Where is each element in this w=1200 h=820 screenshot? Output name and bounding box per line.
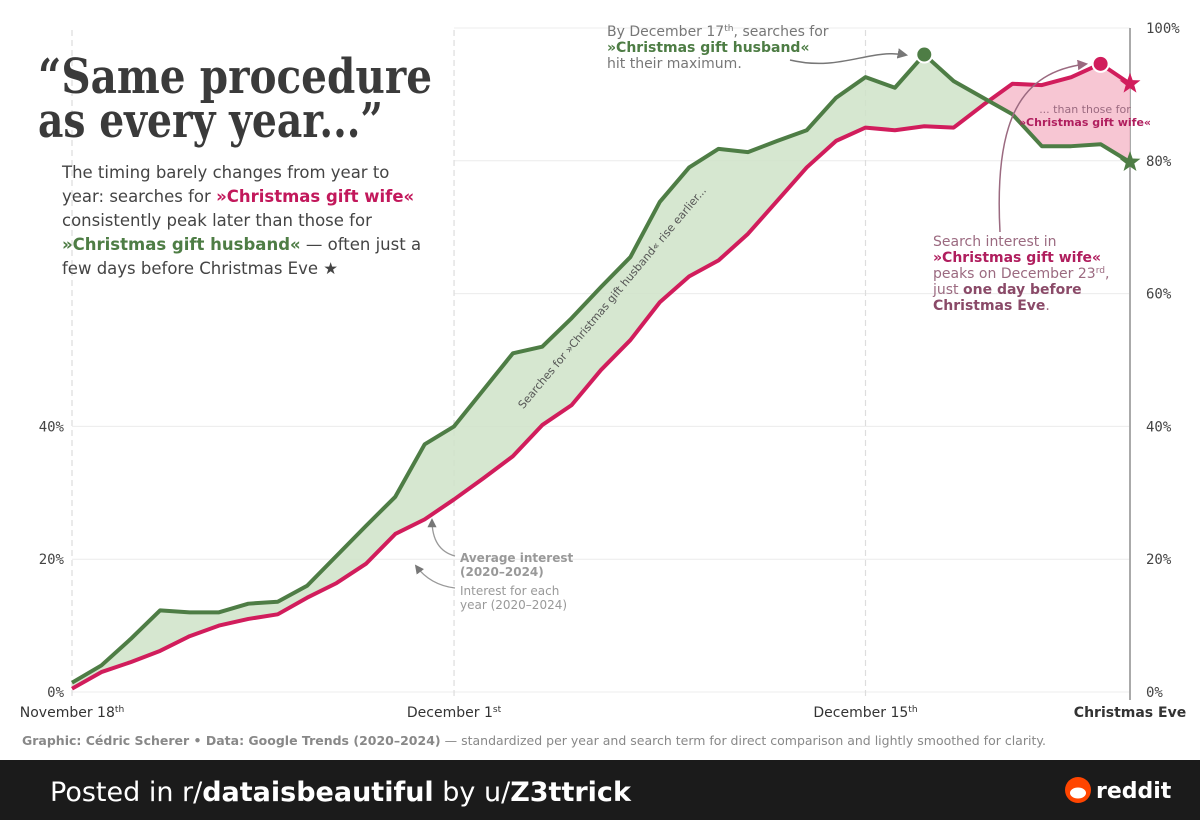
text-segment: — often just a <box>301 235 421 254</box>
x-tick-text: December 15 <box>813 705 908 721</box>
average-line <box>71 61 1132 691</box>
text-segment: The timing barely changes from year to <box>61 163 389 182</box>
text-segment: year (2020–2024) <box>460 598 567 612</box>
y-tick-label-left: 20% <box>39 552 65 568</box>
text-segment: — standardized per year and search term … <box>441 733 1046 748</box>
text-segment: Search interest in <box>933 234 1056 250</box>
peak-marker <box>1091 54 1110 73</box>
average-line <box>70 52 1132 685</box>
text-segment: (2020–2024) <box>460 565 544 579</box>
text-segment: »Christmas gift husband« <box>607 40 810 56</box>
text-segment: ... than those for <box>1039 103 1131 116</box>
text-line: hit their maximum. <box>607 56 742 72</box>
x-tick-text: Christmas Eve <box>1074 705 1186 721</box>
text-line: ... than those for <box>1039 103 1131 116</box>
x-tick-label: December 1st <box>407 705 502 721</box>
peak-marker <box>915 45 934 64</box>
christmas-eve-star <box>1119 72 1141 93</box>
text-line: year (2020–2024) <box>460 598 567 612</box>
text-segment: Posted in r/ <box>50 777 203 808</box>
y-tick-label-right: 0% <box>1146 685 1163 701</box>
x-tick-text: December 1 <box>407 705 493 721</box>
text-line: (2020–2024) <box>460 565 544 579</box>
y-tick-label-right: 60% <box>1146 287 1172 303</box>
text-line: Posted in r/dataisbeautiful by u/Z3ttric… <box>50 777 632 808</box>
x-tick-label: December 15th <box>813 705 917 721</box>
text-line: few days before Christmas Eve ★ <box>62 259 338 278</box>
text-segment: dataisbeautiful <box>202 777 433 808</box>
y-tick-label-left: 40% <box>39 419 65 435</box>
title: “Same procedure <box>38 49 432 105</box>
text-segment: »Christmas gift wife« <box>1019 116 1151 129</box>
text-segment: Z3ttrick <box>510 777 632 808</box>
y-tick-label-right: 20% <box>1146 552 1172 568</box>
text-segment: just <box>932 282 963 298</box>
text-segment: year: searches for <box>62 187 216 206</box>
text-line: Average interest <box>460 551 573 565</box>
text-line: just one day before <box>932 282 1082 298</box>
text-segment: . <box>1045 298 1049 314</box>
text-segment: by u/ <box>434 777 511 808</box>
y-tick-label-right: 100% <box>1146 21 1180 37</box>
text-segment: peaks on December 23 <box>933 266 1096 282</box>
text-line: Graphic: Cédric Scherer • Data: Google T… <box>22 733 1046 748</box>
text-segment: rd <box>1096 266 1105 276</box>
text-segment: , searches for <box>734 24 829 40</box>
text-line: Search interest in <box>933 234 1056 250</box>
text-segment: , <box>1105 266 1109 282</box>
x-tick-sup: th <box>908 705 917 715</box>
text-line: »Christmas gift wife« <box>1019 116 1151 129</box>
text-segment: few days before Christmas Eve ★ <box>62 259 338 278</box>
text-segment: »Christmas gift wife« <box>216 187 414 206</box>
christmas-eve-star <box>1119 151 1141 172</box>
text-segment: consistently peak later than those for <box>62 211 372 230</box>
arrow <box>414 564 456 589</box>
text-line: The timing barely changes from year to <box>61 163 389 182</box>
text-line: year: searches for »Christmas gift wife« <box>62 187 414 206</box>
text-line: »Christmas gift husband« <box>607 40 810 56</box>
text-segment: Christmas Eve <box>933 298 1045 314</box>
arrow <box>789 48 909 65</box>
text-segment: Average interest <box>460 551 573 565</box>
y-tick-label-right: 40% <box>1146 419 1172 435</box>
text-segment: By December 17 <box>607 24 724 40</box>
x-tick-text: November 18 <box>20 705 115 721</box>
text-segment: Interest for each <box>460 584 559 598</box>
text-line: consistently peak later than those for <box>62 211 372 230</box>
text-segment: one day before <box>963 282 1082 298</box>
x-tick-sup: st <box>493 705 502 715</box>
text-segment: th <box>724 24 733 34</box>
reddit-logo-face <box>1070 787 1086 799</box>
text-line: »Christmas gift husband« — often just a <box>62 235 421 254</box>
text-segment: hit their maximum. <box>607 56 742 72</box>
text-line: peaks on December 23rd, <box>933 266 1110 282</box>
x-tick-label: November 18th <box>20 705 124 721</box>
text-line: »Christmas gift wife« <box>933 250 1101 266</box>
x-tick-sup: th <box>115 705 124 715</box>
x-tick-label: Christmas Eve <box>1074 705 1186 721</box>
arrows <box>414 48 1089 589</box>
footer-bar <box>0 760 1200 820</box>
title: as every year...” <box>38 93 383 149</box>
text-line: Interest for each <box>460 584 559 598</box>
y-tick-label-left: 0% <box>47 685 64 701</box>
text-segment: Graphic: Cédric Scherer • Data: Google T… <box>22 733 441 748</box>
text-segment: »Christmas gift wife« <box>933 250 1101 266</box>
arrow <box>427 518 456 557</box>
brand: reddit <box>1096 779 1172 804</box>
arrow <box>998 59 1089 233</box>
y-tick-label-right: 80% <box>1146 154 1172 170</box>
text-line: By December 17th, searches for <box>607 24 829 40</box>
text-line: Christmas Eve. <box>933 298 1050 314</box>
text-segment: »Christmas gift husband« <box>62 235 301 254</box>
fills <box>72 54 1130 689</box>
lines <box>70 45 1141 691</box>
